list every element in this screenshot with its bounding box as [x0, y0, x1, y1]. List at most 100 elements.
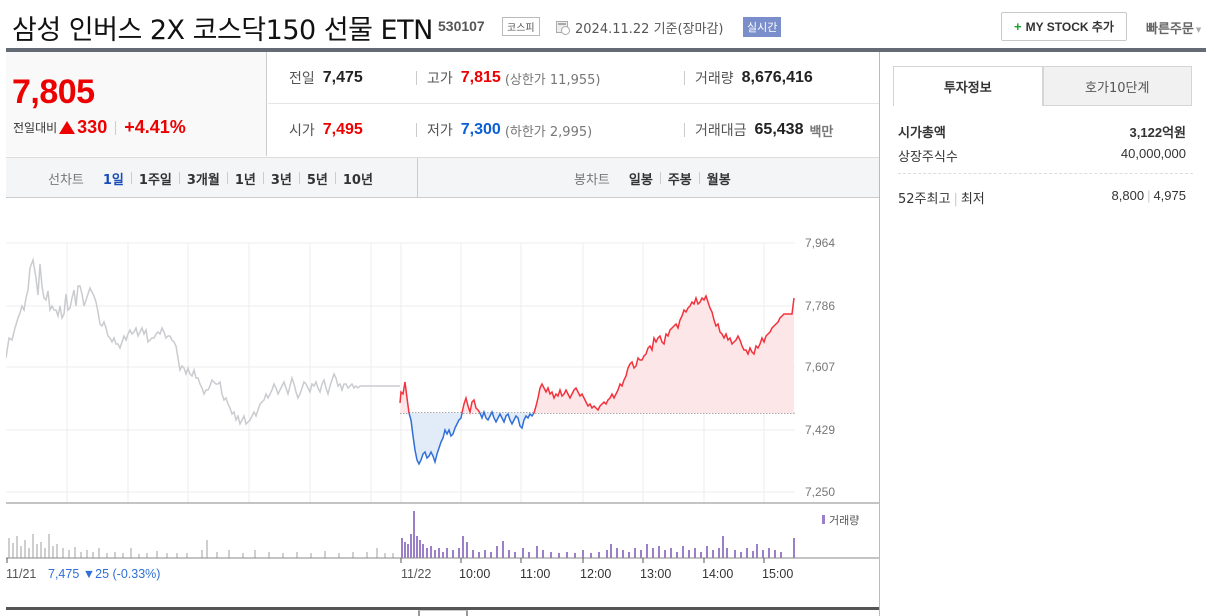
y-tick: 7,607	[805, 360, 836, 374]
tab-1year[interactable]: 1년	[234, 172, 256, 188]
info-tabs: 투자정보 호가10단계	[893, 66, 1192, 106]
stat-prev-close: 전일 7,475	[289, 52, 363, 104]
price-change: 전일대비 330 +4.41%	[13, 117, 186, 138]
divider	[698, 172, 700, 184]
unit-label: 백만	[809, 124, 834, 140]
stat-label: 거래대금	[695, 123, 747, 139]
x-tick: 12:00	[580, 567, 612, 581]
week52-low-label: 최저	[960, 192, 985, 207]
stat-label: 전일	[289, 71, 315, 87]
divider	[898, 173, 1193, 174]
stat-label: 거래량	[695, 71, 734, 87]
chart-scroll-handle[interactable]	[418, 610, 468, 616]
price-stats: 전일 7,475 고가 7,815 (상한가 11,955) 거래량 8,676…	[268, 52, 879, 156]
tab-weekly-candle[interactable]: 주봉	[667, 172, 692, 188]
y-tick: 7,786	[805, 299, 836, 313]
x-tick: 14:00	[702, 567, 734, 581]
stats-row: 시가 7,495 저가 7,300 (하한가 2,995) 거래대금 65,43…	[268, 104, 879, 156]
divider	[178, 172, 180, 184]
realtime-badge[interactable]: 실시간	[743, 17, 782, 37]
stat-label: 저가	[427, 123, 453, 139]
divider	[226, 172, 228, 184]
chevron-down-icon: ▼	[1195, 25, 1202, 34]
divider	[417, 158, 418, 198]
quick-order-dropdown[interactable]: 빠른주문 ▼	[1146, 18, 1201, 37]
y-tick: 7,250	[805, 485, 836, 499]
lower-limit: (하한가 2,995)	[504, 124, 593, 140]
week52-high-value: 8,800	[1111, 188, 1145, 203]
week52-high-label: 52주최고	[898, 192, 951, 207]
plus-icon: +	[1014, 19, 1022, 34]
stat-value: 7,475	[322, 69, 363, 86]
tab-10year[interactable]: 10년	[342, 172, 373, 188]
tab-3month[interactable]: 3개월	[186, 172, 220, 188]
calendar-icon	[556, 21, 570, 35]
x-tick: 11:00	[520, 567, 551, 581]
tab-monthly-candle[interactable]: 월봉	[706, 172, 731, 188]
panel-divider	[879, 52, 880, 616]
listed-shares-label: 상장주식수	[898, 150, 958, 165]
add-my-stock-label: MY STOCK 추가	[1025, 20, 1114, 34]
y-tick: 7,429	[805, 423, 836, 437]
stat-low: 저가 7,300 (하한가 2,995)	[416, 104, 592, 156]
divider	[684, 123, 685, 137]
up-triangle-icon	[59, 121, 76, 134]
x-tick: 10:00	[459, 567, 491, 581]
stat-open: 시가 7,495	[289, 104, 363, 156]
x-tick: 11/22	[401, 567, 432, 581]
tab-1week[interactable]: 1주일	[138, 172, 172, 188]
tab-daily-candle[interactable]: 일봉	[628, 172, 653, 188]
line-chart-label: 선차트	[48, 172, 84, 188]
divider	[262, 172, 264, 184]
week52-low-value: 4,975	[1153, 188, 1186, 203]
base-date: 2024.11.22 기준(장마감)	[575, 22, 724, 37]
stock-code: 530107	[438, 18, 485, 34]
x-tick: 11/21	[6, 567, 37, 581]
price-panel	[6, 52, 267, 156]
stat-value: 7,495	[322, 121, 363, 138]
stat-value: 7,815	[460, 69, 501, 86]
week52-label: 52주최고 | 최저	[898, 188, 985, 207]
divider	[416, 123, 417, 137]
stat-label: 고가	[427, 71, 453, 87]
tab-5year[interactable]: 5년	[306, 172, 328, 188]
tab-orderbook-10[interactable]: 호가10단계	[1042, 66, 1192, 106]
quick-order-label: 빠른주문	[1146, 22, 1194, 37]
price-chart[interactable]: 7,964 7,786 7,607 7,429 7,250 거래량 11/21 …	[6, 198, 879, 610]
tab-1day[interactable]: 1일	[102, 172, 124, 188]
prev-day-summary: 7,475 ▼25 (-0.33%)	[48, 567, 161, 581]
divider	[416, 71, 417, 85]
x-tick: 13:00	[640, 567, 672, 581]
add-my-stock-button[interactable]: + MY STOCK 추가	[1001, 12, 1127, 41]
market-cap-value: 3,122억원	[1129, 125, 1186, 140]
listed-shares-value: 40,000,000	[1120, 146, 1186, 161]
week52-row: 52주최고 | 최저 8,800 | 4,975	[898, 188, 1186, 207]
candle-chart-label: 봉차트	[574, 172, 610, 188]
stat-volume: 거래량 8,676,416	[684, 52, 813, 104]
chart-bottom-border	[6, 607, 879, 610]
listed-shares-row: 상장주식수 40,000,000	[898, 146, 1186, 165]
divider	[684, 71, 685, 85]
market-cap-row: 시가총액 3,122억원	[898, 122, 1186, 141]
tab-investment-info[interactable]: 투자정보	[893, 66, 1043, 106]
divider	[130, 172, 132, 184]
week52-values: 8,800 | 4,975	[1112, 188, 1186, 207]
change-percent: +4.41%	[124, 117, 186, 137]
stock-name: 삼성 인버스 2X 코스닥150 선물 ETN	[12, 15, 433, 46]
stats-row: 전일 7,475 고가 7,815 (상한가 11,955) 거래량 8,676…	[268, 52, 879, 104]
divider: |	[1147, 188, 1151, 203]
candle-chart-tabs: 봉차트 일봉 주봉 월봉	[574, 158, 738, 198]
stat-value: 8,676,416	[741, 69, 813, 86]
y-tick: 7,964	[805, 236, 836, 250]
stat-trade-value: 거래대금 65,438 백만	[684, 104, 833, 156]
stat-value: 65,438	[754, 121, 804, 138]
price-chart-svg	[6, 242, 879, 563]
volume-legend: 거래량	[829, 515, 860, 527]
divider	[334, 172, 336, 184]
stat-high: 고가 7,815 (상한가 11,955)	[416, 52, 600, 104]
change-amount: 330	[77, 117, 108, 137]
divider: |	[953, 192, 958, 207]
header-divider	[6, 48, 1206, 52]
market-badge: 코스피	[502, 17, 540, 36]
tab-3year[interactable]: 3년	[270, 172, 292, 188]
